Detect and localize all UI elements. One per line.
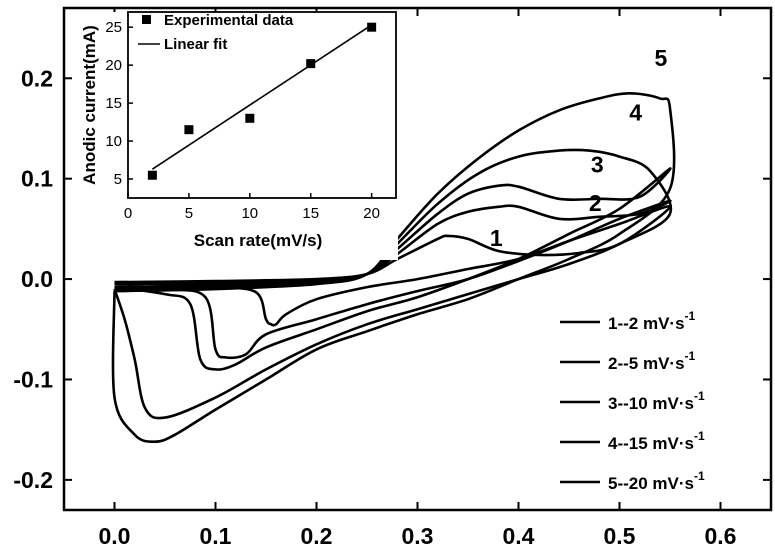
curve-label-3: 3 [591,152,604,178]
inset-legend: Experimental data Linear fit [138,12,294,53]
legend-label-1: 1--2 mV·s-1 [608,309,696,333]
main-legend: 1--2 mV·s-1 2--5 mV·s-1 3--10 mV·s-1 4--15 … [560,309,705,493]
legend-label-sup: -1 [694,469,705,483]
x-tick-label: 0.5 [604,523,636,549]
curve-label-5: 5 [655,45,668,71]
inset-y-tick-label: 5 [114,171,122,188]
inset-y-tick-label: 10 [105,133,122,150]
main-axis-ticks: 0.0 0.1 0.2 0.3 0.4 0.5 0.6 0.2 0.1 0.0 -0.1 -0.2 [13,8,771,549]
inset-x-axis-label: Scan rate(mV/s) [194,231,323,250]
y-tick-label: 0.1 [21,166,53,192]
y-tick-label: -0.1 [13,366,53,392]
x-tick-label: 0.4 [503,523,535,549]
legend-label-5: 5--20 mV·s-1 [608,469,705,493]
curve-label-4: 4 [629,99,642,125]
inset-background [72,12,398,260]
x-tick-label: 0.1 [200,523,232,549]
legend-label-2: 2--5 mV·s-1 [608,349,696,373]
x-tick-label: 0.0 [99,523,131,549]
inset-legend-marker-square [142,15,151,24]
inset-y-tick-label: 25 [105,19,122,36]
inset-data-point [367,22,377,32]
inset-linear-fit-line [151,24,373,170]
inset-x-tick-label: 20 [363,205,380,222]
inset-x-tick-label: 10 [241,205,258,222]
curve-label-1: 1 [490,225,503,251]
legend-label-sup: -1 [685,309,696,323]
inset-plot-frame [127,11,397,199]
inset-legend-label-experimental: Experimental data [164,12,294,29]
curve-labels: 1 2 3 4 5 [490,45,668,251]
curve-label-2: 2 [589,190,602,216]
legend-label-sup: -1 [694,429,705,443]
inset-x-tick-label: 15 [302,205,319,222]
legend-label-3: 3--10 mV·s-1 [608,389,705,413]
inset-data-point [306,59,316,69]
inset-y-tick-label: 20 [105,57,122,74]
inset-y-tick-label: 15 [105,95,122,112]
legend-label-sup: -1 [685,349,696,363]
inset-data-point [147,170,157,180]
x-tick-label: 0.2 [301,523,333,549]
legend-label-4: 4--15 mV·s-1 [608,429,705,453]
inset-data-point [184,125,194,135]
inset-y-axis-label: Anodic current(mA) [80,25,99,185]
y-tick-label: 0.2 [21,65,53,91]
inset-legend-label-fit: Linear fit [164,36,227,53]
x-tick-label: 0.6 [705,523,737,549]
legend-label-sup: -1 [694,389,705,403]
y-tick-label: 0.0 [21,266,53,292]
inset-x-tick-label: 0 [124,205,132,222]
y-tick-label: -0.2 [13,467,53,493]
x-tick-label: 0.3 [402,523,434,549]
inset-x-tick-label: 5 [185,205,193,222]
inset-data-point [245,113,255,123]
inset-series [147,22,377,180]
